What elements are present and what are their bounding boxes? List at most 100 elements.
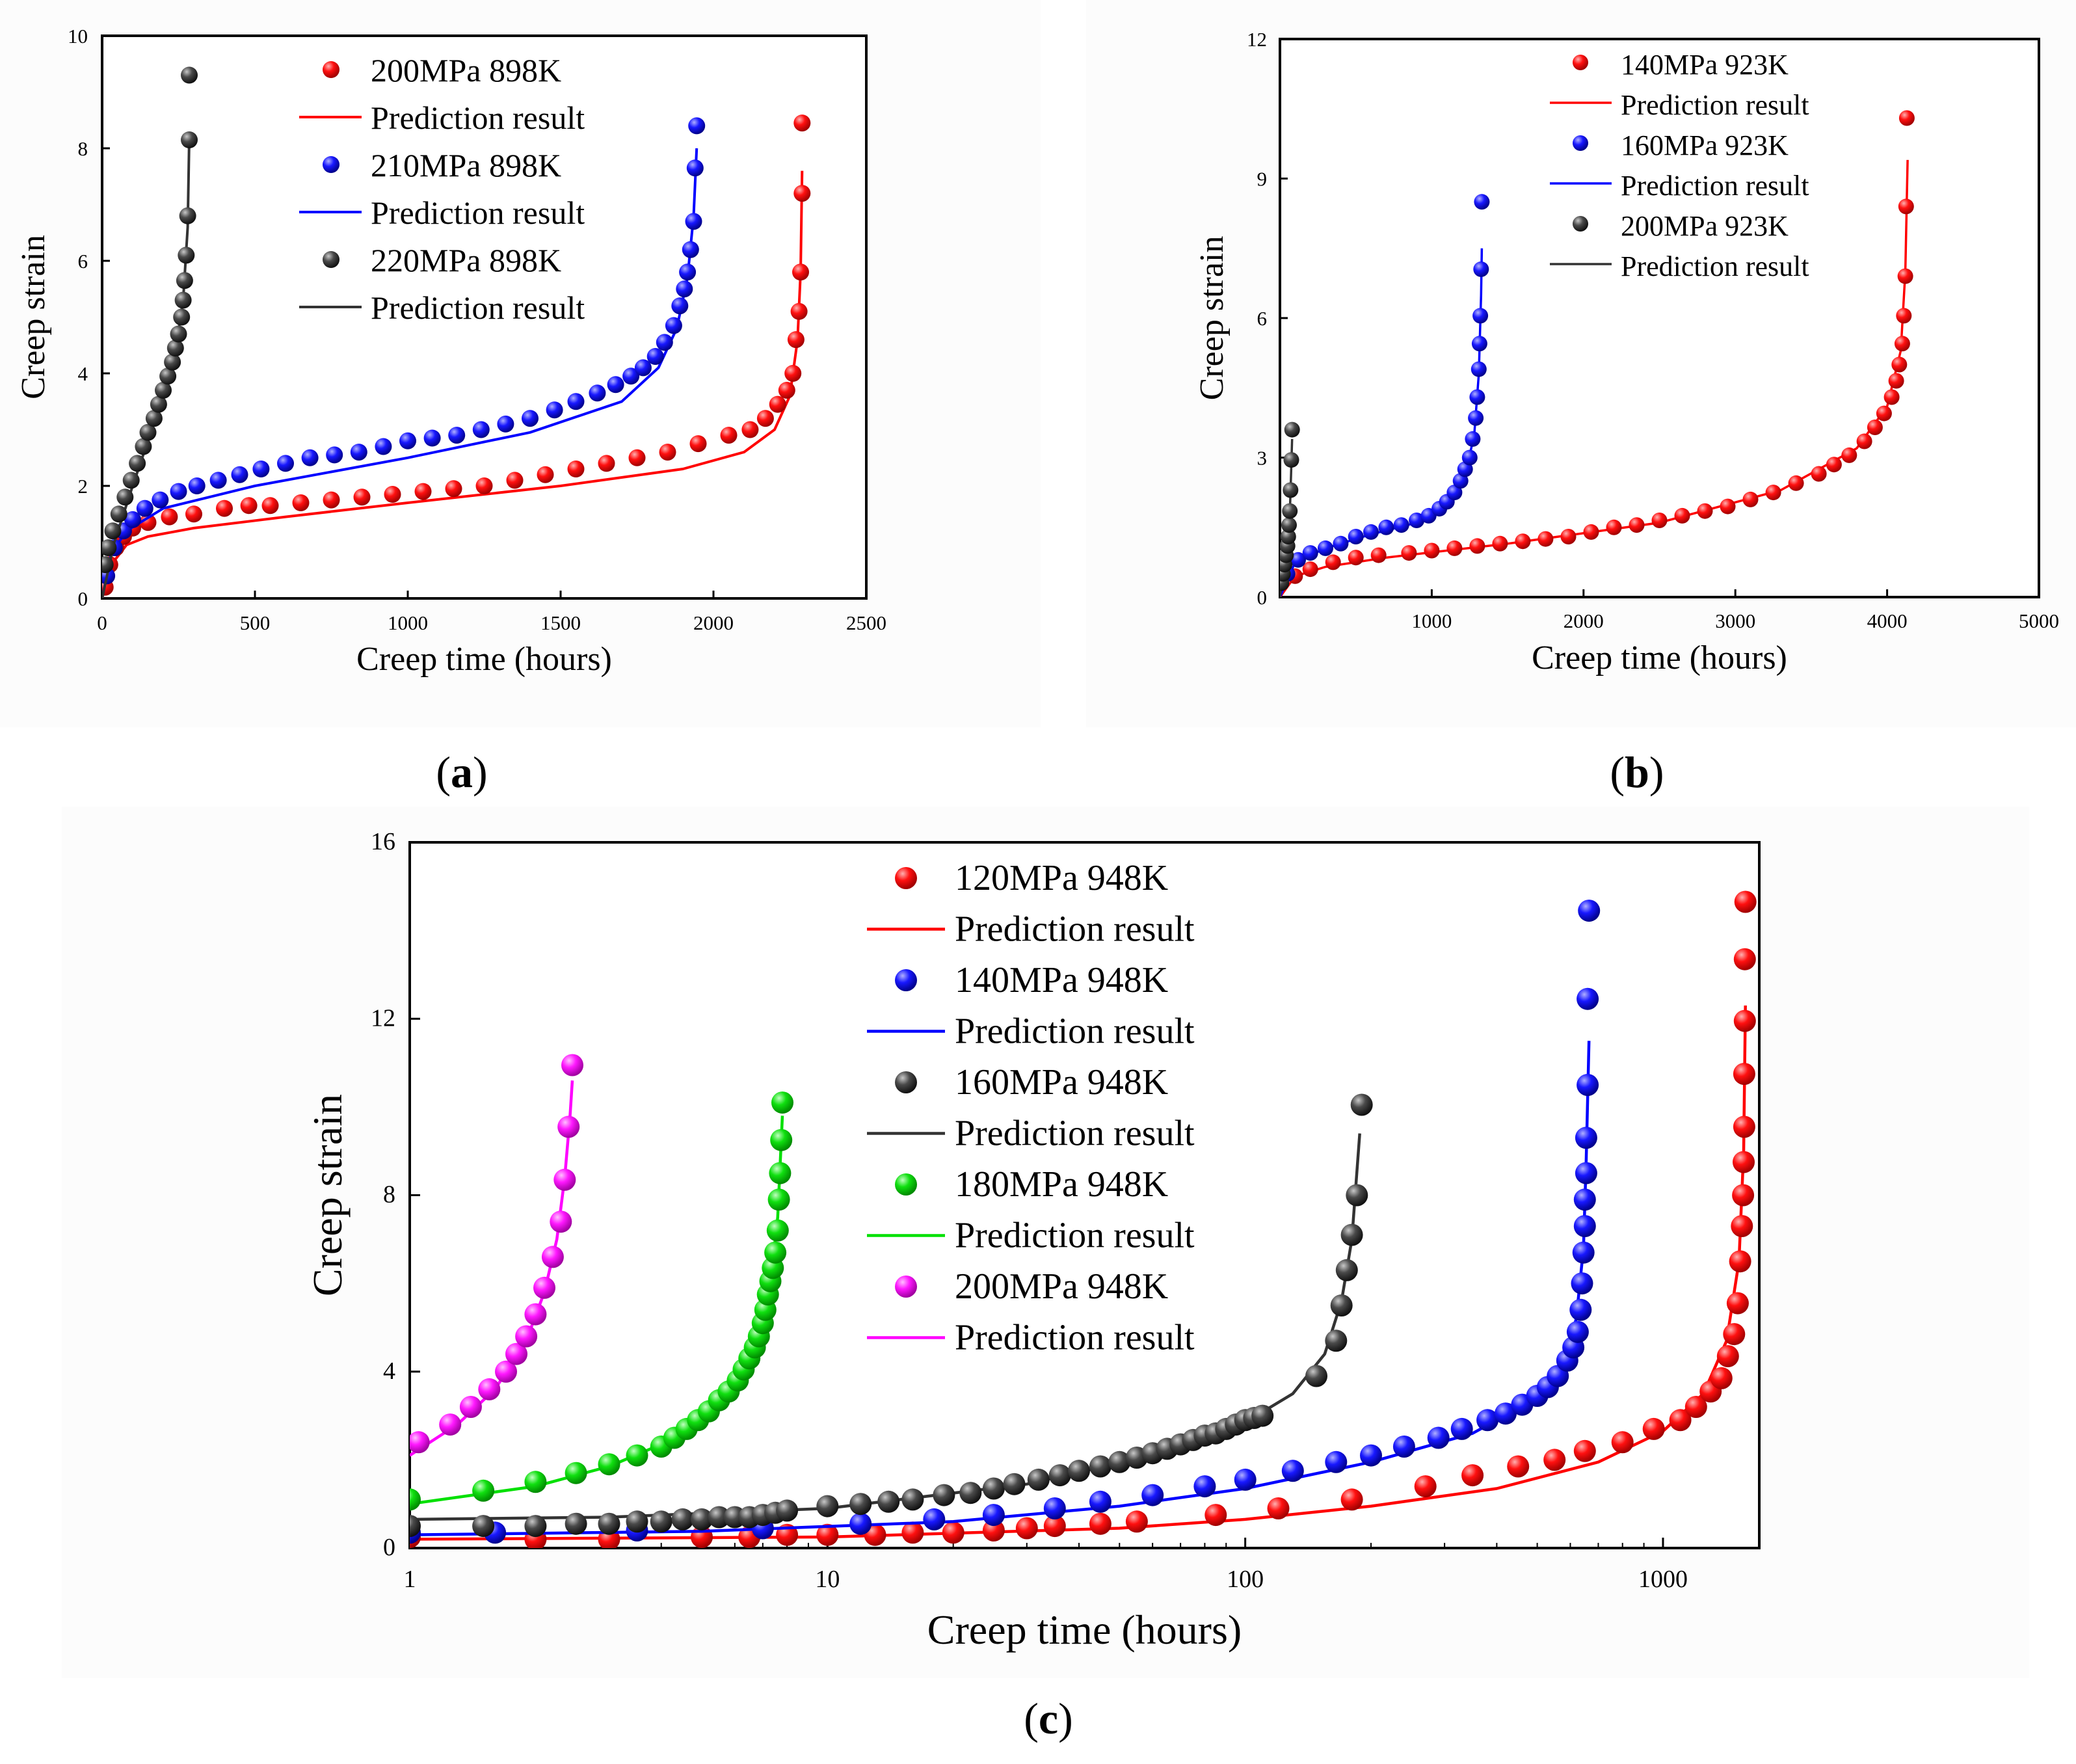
data-point (1281, 1460, 1304, 1482)
data-point (1876, 405, 1892, 421)
data-point (589, 384, 606, 402)
data-point (682, 241, 699, 258)
data-point (546, 401, 563, 419)
data-point (1360, 1444, 1382, 1467)
legend-label: Prediction result (1621, 89, 1809, 121)
data-point (1325, 1450, 1348, 1473)
data-point (181, 66, 198, 84)
data-point (676, 280, 693, 298)
x-tick-label: 100 (1227, 1566, 1264, 1593)
data-point (231, 466, 248, 483)
data-point (292, 494, 310, 511)
legend-c: 120MPa 948K Prediction result 140MPa 948K P… (867, 858, 1195, 1358)
data-point (1495, 1402, 1517, 1425)
legend-marker (895, 867, 917, 889)
data-point (110, 505, 127, 523)
legend-marker (323, 156, 339, 173)
data-point (1370, 547, 1387, 563)
legend-label: Prediction result (955, 1318, 1195, 1358)
y-axis-label: Creep strain (1193, 236, 1231, 401)
data-point (565, 1462, 587, 1484)
y-tick-label: 0 (1257, 586, 1268, 609)
data-point (135, 438, 152, 455)
data-point (524, 1303, 547, 1326)
legend-label: Prediction result (955, 909, 1195, 950)
y-tick-label: 0 (78, 587, 88, 610)
legend-marker (323, 61, 339, 78)
data-point (665, 317, 682, 334)
x-axis-label: Creep time (hours) (356, 641, 612, 678)
legend-label: 210MPa 898K (371, 147, 561, 183)
data-point (959, 1482, 982, 1504)
data-point (1669, 1409, 1692, 1432)
data-point (550, 1210, 572, 1233)
data-point (515, 1325, 538, 1348)
data-point (689, 435, 707, 453)
x-tick-label: 2500 (846, 611, 886, 634)
series-210mpa-898k (102, 117, 706, 598)
data-point (170, 483, 187, 500)
data-point (1733, 948, 1756, 970)
data-point (816, 1495, 839, 1517)
data-point (1733, 1151, 1755, 1173)
data-point (877, 1490, 900, 1513)
data-point (1427, 1426, 1450, 1449)
data-point (104, 522, 122, 540)
data-point (1898, 110, 1915, 126)
data-point (1333, 535, 1349, 552)
data-point (185, 505, 202, 523)
legend-label: Prediction result (1621, 170, 1809, 202)
data-point (1723, 1323, 1746, 1346)
y-axis-label: Creep strain (15, 235, 52, 399)
legend-label: Prediction result (955, 1114, 1195, 1154)
data-point (139, 423, 157, 441)
data-point (756, 410, 774, 427)
data-point (495, 1360, 517, 1383)
data-point (1474, 194, 1490, 210)
legend-marker (323, 251, 339, 268)
data-point (1841, 447, 1857, 463)
data-point (472, 421, 490, 438)
data-point (410, 1431, 430, 1454)
data-point (1446, 485, 1463, 501)
data-point (942, 1521, 965, 1544)
data-point (1461, 449, 1478, 466)
x-tick-label: 10 (815, 1566, 840, 1593)
data-point (849, 1512, 872, 1535)
y-tick-label: 9 (1257, 168, 1268, 191)
data-point (505, 1343, 527, 1365)
data-point (685, 213, 702, 230)
legend-a: 200MPa 898K Prediction result 210MPa 898K P… (299, 52, 585, 326)
data-point (553, 1168, 576, 1191)
data-point (240, 497, 258, 514)
data-point (1470, 361, 1487, 377)
data-point (650, 1510, 672, 1533)
data-point (671, 1508, 694, 1530)
data-point (209, 472, 227, 489)
data-point (1742, 491, 1759, 507)
data-point (459, 1396, 482, 1418)
y-tick-label: 8 (78, 137, 88, 160)
data-point (1340, 1488, 1363, 1511)
data-point (1048, 1464, 1071, 1487)
data-point (923, 1508, 946, 1530)
data-point (1325, 554, 1341, 570)
data-point (1340, 1223, 1363, 1246)
data-point (769, 395, 786, 413)
data-point (1469, 538, 1485, 554)
data-point (659, 444, 676, 461)
data-point (792, 263, 809, 281)
data-point (522, 410, 539, 427)
data-point (1393, 517, 1409, 533)
data-point (1473, 261, 1489, 277)
data-point (1629, 517, 1645, 533)
x-tick-label: 500 (240, 611, 271, 634)
data-point (767, 1188, 790, 1211)
legend-marker (895, 1173, 917, 1196)
data-point (102, 539, 117, 557)
data-point (1651, 513, 1668, 528)
chart-b: 1000 2000 3000 4000 5000 0 3 6 9 12 Creep time (ho… (1193, 28, 2059, 676)
y-tick-label: 6 (78, 250, 88, 273)
data-point (102, 556, 114, 574)
legend-marker (1573, 55, 1588, 70)
